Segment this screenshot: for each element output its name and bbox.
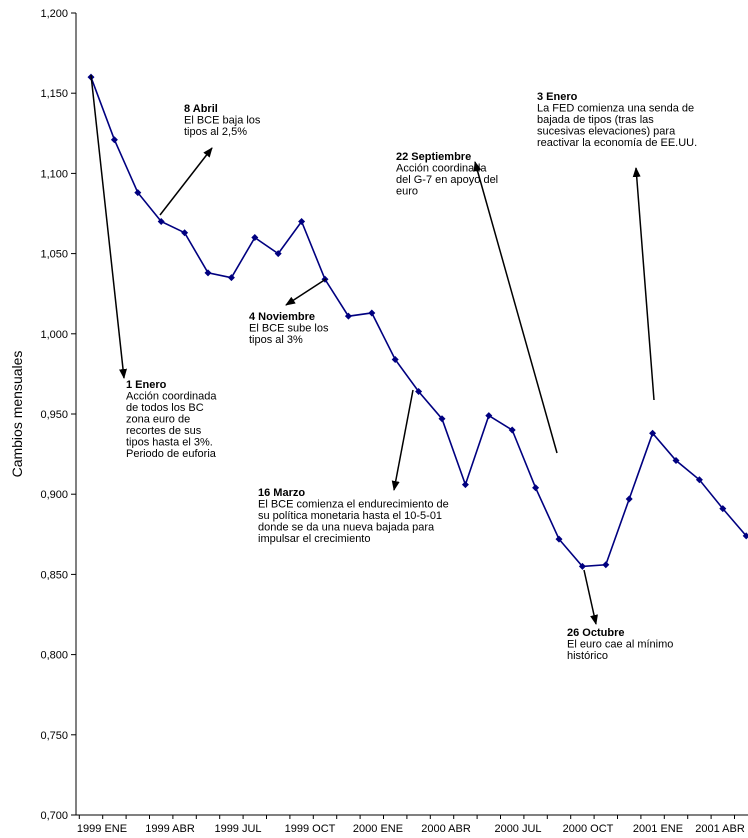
annotation-text: El BCE comienza el endurecimiento de bbox=[258, 499, 449, 511]
data-point bbox=[415, 388, 423, 396]
data-point bbox=[204, 269, 212, 277]
annotation-arrow bbox=[159, 147, 213, 216]
annotation-arrows bbox=[90, 74, 655, 625]
annotation-arrow bbox=[473, 161, 558, 454]
annotation-arrow bbox=[583, 569, 598, 625]
annotation-text: bajada de tipos (tras las bbox=[537, 114, 654, 126]
annotation-title: 16 Marzo bbox=[258, 487, 305, 499]
annotation-text: tipos al 2,5% bbox=[184, 126, 247, 138]
annotation-text: sucesivas elevaciones) para bbox=[537, 126, 676, 138]
data-point bbox=[625, 495, 633, 503]
annotation-title: 3 Enero bbox=[537, 91, 578, 103]
x-tick-label: 1999 ABR bbox=[145, 823, 195, 835]
y-tick-label: 1,050 bbox=[40, 249, 68, 261]
annotation-text: de todos los BC bbox=[126, 402, 204, 414]
data-point bbox=[532, 484, 540, 492]
y-tick-label: 0,850 bbox=[40, 569, 68, 581]
annotation-text: El BCE baja los bbox=[184, 115, 261, 127]
data-point bbox=[110, 136, 118, 144]
annotation-arrow bbox=[391, 389, 414, 491]
data-point bbox=[508, 426, 516, 434]
x-tick-label: 2000 ABR bbox=[421, 823, 471, 835]
annotation-text: El BCE sube los bbox=[249, 323, 329, 335]
y-tick-label: 1,200 bbox=[40, 8, 68, 20]
data-point bbox=[298, 218, 306, 226]
data-point bbox=[438, 415, 446, 423]
annotation-text: donde se da una nueva bajada para bbox=[258, 522, 435, 534]
annotation-text: histórico bbox=[567, 650, 608, 662]
annotation-title: 1 Enero bbox=[126, 379, 167, 391]
y-tick-label: 0,700 bbox=[40, 810, 68, 822]
data-point bbox=[134, 189, 142, 197]
x-tick-label: 2000 OCT bbox=[563, 823, 614, 835]
x-tick-label: 2000 JUL bbox=[494, 823, 541, 835]
x-tick-label: 2001 ABR bbox=[695, 823, 745, 835]
x-tick-label: 2001 ENE bbox=[633, 823, 683, 835]
data-point bbox=[157, 218, 165, 226]
data-point bbox=[227, 274, 235, 282]
data-point bbox=[391, 355, 399, 363]
data-point bbox=[695, 476, 703, 484]
y-tick-label: 0,800 bbox=[40, 650, 68, 662]
annotation-title: 4 Noviembre bbox=[249, 311, 315, 323]
annotation-text: recortes de sus bbox=[126, 425, 202, 437]
x-tick-label: 2000 ENE bbox=[353, 823, 403, 835]
annotation-title: 26 Octubre bbox=[567, 627, 624, 639]
annotation-arrow bbox=[632, 167, 655, 401]
data-points bbox=[87, 73, 748, 570]
data-point bbox=[181, 229, 189, 237]
annotation-text: Periodo de euforia bbox=[126, 448, 217, 460]
annotation-text: tipos hasta el 3%. bbox=[126, 437, 213, 449]
x-ticks: 1999 ENE 1999 ABR 1999 JUL 1999 OCT 2000 ENE… bbox=[77, 815, 745, 835]
data-point bbox=[719, 505, 727, 513]
x-tick-label: 1999 ENE bbox=[77, 823, 127, 835]
annotation-text: reactivar la economía de EE.UU. bbox=[537, 137, 697, 149]
data-point bbox=[672, 457, 680, 465]
y-tick-label: 0,950 bbox=[40, 409, 68, 421]
annotation-arrow bbox=[90, 74, 128, 379]
annotation-text: La FED comienza una senda de bbox=[537, 103, 694, 115]
annotation-text: Acción coordinada bbox=[126, 391, 217, 403]
data-point bbox=[578, 562, 586, 570]
annotation-title: 8 Abril bbox=[184, 103, 218, 115]
data-point bbox=[742, 532, 748, 540]
annotation-text: su política monetaria hasta el 10-5-01 bbox=[258, 510, 442, 522]
y-tick-label: 1,100 bbox=[40, 168, 68, 180]
annotation-text: El euro cae al mínimo bbox=[567, 639, 673, 651]
x-tick-label: 1999 JUL bbox=[214, 823, 261, 835]
y-tick-label: 0,750 bbox=[40, 730, 68, 742]
annotation-title: 22 Septiembre bbox=[396, 151, 471, 163]
data-point bbox=[461, 481, 469, 489]
data-point bbox=[344, 312, 352, 320]
data-point bbox=[251, 234, 259, 242]
x-tick-label: 1999 OCT bbox=[285, 823, 336, 835]
data-point bbox=[368, 309, 376, 317]
data-point bbox=[274, 250, 282, 258]
annotation-arrow bbox=[285, 278, 327, 306]
annotation-text: tipos al 3% bbox=[249, 334, 303, 346]
annotation-text: zona euro de bbox=[126, 414, 190, 426]
data-point bbox=[555, 535, 563, 543]
y-tick-label: 1,000 bbox=[40, 329, 68, 341]
y-tick-label: 1,150 bbox=[40, 88, 68, 100]
data-point bbox=[485, 412, 493, 420]
annotation-text: euro bbox=[396, 186, 418, 198]
y-axis-label: Cambios mensuales bbox=[9, 351, 25, 478]
y-tick-label: 0,900 bbox=[40, 489, 68, 501]
data-point bbox=[649, 429, 657, 437]
annotation-text: impulsar el crecimiento bbox=[258, 533, 370, 545]
annotation-text: del G-7 en apoyo del bbox=[396, 174, 498, 186]
data-point bbox=[602, 561, 610, 569]
annotation-text: Acción coordinada bbox=[396, 163, 487, 175]
y-ticks: 1,200 1,150 1,100 1,050 1,000 0,950 0,900 0,850… bbox=[40, 8, 76, 822]
